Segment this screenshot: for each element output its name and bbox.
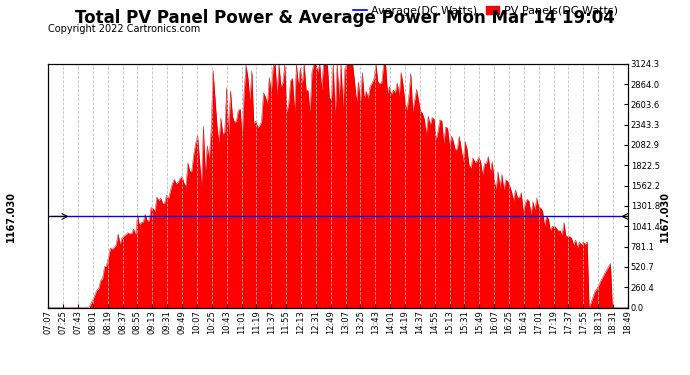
Text: 1167.030: 1167.030 [660,191,670,242]
Text: Copyright 2022 Cartronics.com: Copyright 2022 Cartronics.com [48,24,201,34]
Text: 1167.030: 1167.030 [6,191,17,242]
Text: Total PV Panel Power & Average Power Mon Mar 14 19:04: Total PV Panel Power & Average Power Mon… [75,9,615,27]
Legend: Average(DC Watts), PV Panels(DC Watts): Average(DC Watts), PV Panels(DC Watts) [349,1,622,20]
